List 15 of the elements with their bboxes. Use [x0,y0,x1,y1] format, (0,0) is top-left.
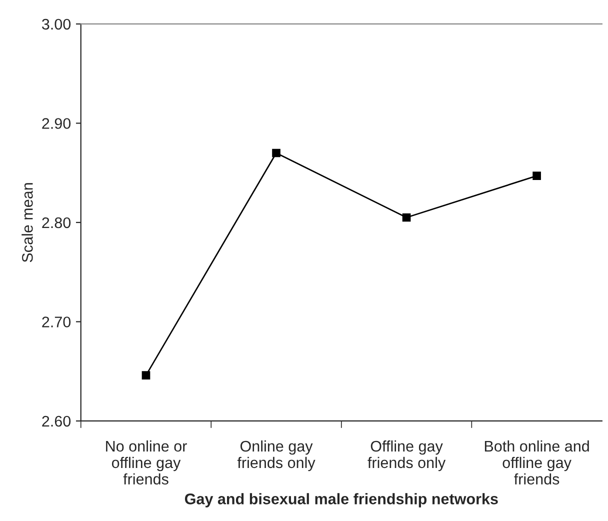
y-tick-label: 2.60 [42,416,71,427]
point [272,148,280,158]
x-axis-title: Gay and bisexual male friendship networks [184,493,498,508]
y-axis-title: Scale mean [22,183,33,262]
point [402,213,411,222]
x-tick-label: Online gay friends only [237,440,316,472]
point [532,172,541,180]
x-tick-label: No online or offline gay friends [106,440,187,485]
x-tick-label: Offline gay friends only [368,440,446,472]
y-tick-label: 2.80 [42,217,71,228]
x-tick-label: Both online and offline gay friends [484,440,589,485]
point [142,371,150,380]
y-tick-label: 3.00 [42,18,71,30]
y-tick-label: 2.70 [42,316,71,328]
y-tick-label: 2.90 [42,118,71,129]
